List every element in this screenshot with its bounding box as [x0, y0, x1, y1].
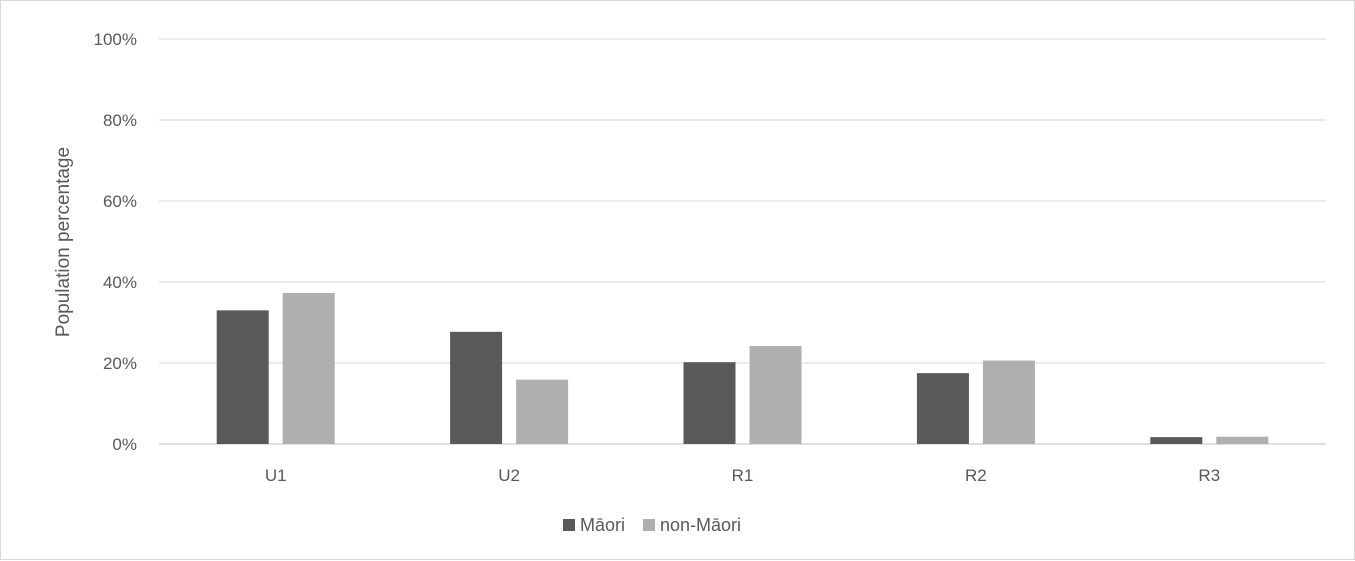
x-tick-label: R3 [1198, 466, 1220, 485]
x-tick-label: R1 [732, 466, 754, 485]
bar-u2-non-maori [516, 379, 569, 444]
bar-u2-maori [450, 331, 503, 444]
x-tick-label: R2 [965, 466, 987, 485]
bar-r3-maori [1150, 437, 1203, 444]
y-tick-label: 80% [103, 111, 137, 130]
x-axis-ticks: U1 U2 R1 R2 R3 [265, 466, 1220, 485]
y-axis-title: Population percentage [53, 147, 74, 337]
legend-label-non-maori: non-Māori [660, 515, 741, 535]
bars [216, 292, 1269, 444]
legend-label-maori: Māori [580, 515, 625, 535]
bar-r3-non-maori [1216, 436, 1269, 444]
bar-u1-non-maori [282, 292, 335, 444]
y-tick-label: 20% [103, 354, 137, 373]
y-axis-ticks: 0% 20% 40% 60% 80% 100% [94, 30, 137, 454]
y-tick-label: 60% [103, 192, 137, 211]
legend-swatch-non-maori [643, 519, 655, 531]
y-tick-label: 40% [103, 273, 137, 292]
x-tick-label: U1 [265, 466, 287, 485]
bar-r2-non-maori [982, 360, 1035, 444]
y-tick-label: 100% [94, 30, 137, 49]
bar-r1-non-maori [749, 345, 802, 444]
bar-u1-maori [216, 310, 269, 444]
legend-swatch-maori [563, 519, 575, 531]
x-tick-label: U2 [498, 466, 520, 485]
bar-r2-maori [916, 373, 969, 444]
y-tick-label: 0% [112, 435, 137, 454]
bar-r1-maori [683, 362, 736, 444]
gridlines [159, 38, 1326, 445]
legend: Māori non-Māori [563, 515, 741, 535]
